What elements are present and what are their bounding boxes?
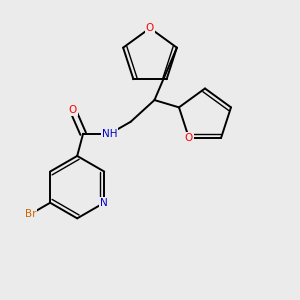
Text: NH: NH xyxy=(102,129,118,139)
Text: O: O xyxy=(146,23,154,33)
Text: Br: Br xyxy=(25,209,37,219)
Text: N: N xyxy=(100,198,108,208)
Text: O: O xyxy=(69,105,77,115)
Text: O: O xyxy=(185,133,193,143)
